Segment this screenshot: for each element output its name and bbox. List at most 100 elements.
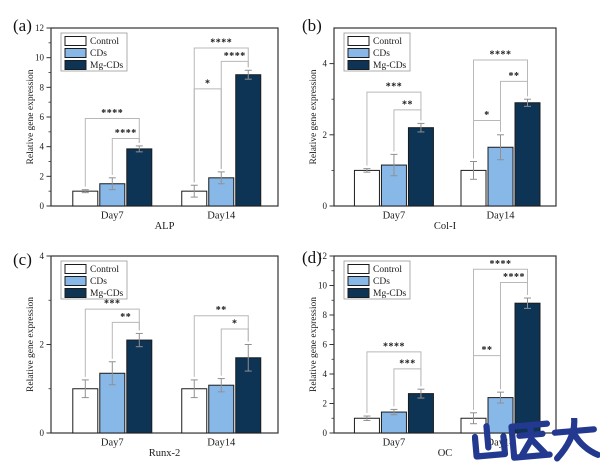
y-tick-label: 12 — [35, 23, 44, 33]
significance-bracket — [111, 138, 140, 175]
legend-swatch-control — [64, 264, 87, 274]
significance-bracket — [193, 47, 249, 183]
significance-stars: **** — [224, 51, 246, 62]
y-tick-label: 2 — [40, 340, 45, 350]
bar-mgcds-day7 — [407, 127, 434, 207]
significance-bracket — [84, 308, 140, 377]
y-tick-label: 4 — [323, 369, 328, 379]
legend-swatch-mgcds — [64, 288, 87, 298]
significance-bracket — [500, 80, 528, 132]
y-tick-label: 2 — [40, 171, 45, 181]
bar-control-day7 — [72, 190, 99, 207]
y-tick-label: 0 — [40, 428, 45, 438]
significance-bracket — [393, 109, 422, 152]
bar-control-day7 — [353, 169, 380, 207]
gene-label-col-i: Col-I — [433, 221, 457, 232]
significance-stars: **** — [115, 128, 137, 139]
legend-label-mgcds: Mg-CDs — [90, 289, 124, 299]
x-group-label: Day7 — [383, 211, 406, 222]
gene-label-runx-2: Runx-2 — [148, 448, 181, 459]
legend-swatch-mgcds — [64, 60, 87, 70]
y-axis-title: Relative gene expression — [309, 297, 319, 392]
panel-label-a: (a) — [13, 16, 32, 35]
bar-mgcds-day7 — [407, 393, 434, 434]
bar-mgcds-day7 — [126, 339, 153, 434]
y-tick-label: 10 — [318, 281, 328, 291]
significance-bracket — [84, 117, 140, 187]
significance-stars: **** — [210, 38, 232, 49]
legend-label-control: Control — [90, 265, 119, 275]
significance-stars: **** — [490, 259, 512, 270]
y-tick-label: 0 — [323, 428, 328, 438]
x-group-label: Day14 — [207, 438, 236, 449]
watermark-char-yi — [508, 420, 553, 461]
significance-bracket — [366, 91, 422, 166]
bar-mgcds-day14 — [514, 302, 541, 434]
legend-label-mgcds: Mg-CDs — [373, 289, 407, 299]
x-group-label: Day7 — [101, 438, 124, 449]
watermark-logo — [472, 418, 600, 462]
y-tick-label: 2 — [323, 130, 328, 140]
significance-bracket — [473, 59, 528, 159]
significance-stars: ** — [216, 305, 227, 316]
legend-swatch-control — [64, 36, 87, 46]
legend-label-cds: CDs — [90, 277, 107, 287]
significance-stars: * — [205, 78, 211, 89]
legend-label-cds: CDs — [373, 277, 390, 287]
legend-swatch-mgcds — [347, 288, 370, 298]
plot-frame — [333, 27, 557, 207]
legend-swatch-cds — [64, 276, 87, 286]
significance-bracket — [111, 321, 140, 359]
significance-stars: ** — [402, 99, 413, 110]
significance-stars: **** — [490, 50, 512, 61]
y-tick-label: 0 — [323, 201, 328, 211]
bar-mgcds-day14 — [514, 102, 541, 207]
significance-stars: ** — [482, 345, 493, 356]
significance-stars: ** — [509, 71, 520, 82]
significance-stars: **** — [503, 272, 525, 283]
y-tick-label: 8 — [323, 310, 328, 320]
significance-bracket — [193, 88, 222, 183]
y-tick-label: 4 — [40, 142, 45, 152]
y-tick-label: 2 — [323, 399, 328, 409]
gene-label-oc: OC — [437, 448, 453, 459]
legend-label-mgcds: Mg-CDs — [90, 61, 124, 71]
panel-label-d: (d) — [302, 248, 322, 267]
significance-stars: *** — [386, 82, 403, 93]
legend-swatch-cds — [347, 48, 370, 58]
y-tick-label: 6 — [40, 112, 45, 122]
significance-stars: ** — [120, 312, 131, 323]
legend-label-cds: CDs — [90, 49, 107, 59]
significance-bracket — [220, 328, 249, 376]
chart-alp: 0 2 4 6 8 10 12 Relative gene expression Day7 Day… — [26, 23, 279, 222]
chart-oc: 0 2 4 6 8 10 12 Relative gene expression Day7 Day… — [309, 251, 557, 449]
panel-label-c: (c) — [13, 250, 32, 269]
legend-swatch-cds — [64, 48, 87, 58]
significance-bracket — [393, 368, 422, 407]
legend-swatch-mgcds — [347, 60, 370, 70]
panel-d: (d) 0 2 4 6 8 10 12 Relative gene expression Day… — [300, 237, 600, 474]
y-tick-label: 4 — [40, 251, 45, 261]
y-axis-title: Relative gene expression — [26, 69, 36, 164]
significance-stars: * — [484, 110, 490, 121]
significance-stars: **** — [383, 341, 405, 352]
y-axis-title: Relative gene expression — [26, 297, 36, 392]
y-tick-label: 8 — [40, 82, 45, 92]
legend-label-control: Control — [90, 37, 119, 47]
significance-bracket — [500, 282, 528, 390]
x-group-label: Day7 — [101, 211, 124, 222]
significance-stars: *** — [104, 299, 121, 310]
legend-swatch-cds — [347, 276, 370, 286]
y-tick-label: 12 — [318, 251, 327, 261]
watermark-char-shan — [472, 423, 509, 460]
y-tick-label: 4 — [323, 59, 328, 69]
y-tick-label: 10 — [35, 53, 45, 63]
y-axis-title: Relative gene expression — [309, 69, 319, 164]
bar-mgcds-day14 — [235, 74, 262, 207]
x-group-label: Day14 — [207, 211, 236, 222]
x-group-label: Day7 — [383, 438, 406, 449]
legend-label-mgcds: Mg-CDs — [373, 61, 407, 71]
gene-label-alp: ALP — [154, 221, 175, 232]
legend-label-control: Control — [373, 265, 402, 275]
